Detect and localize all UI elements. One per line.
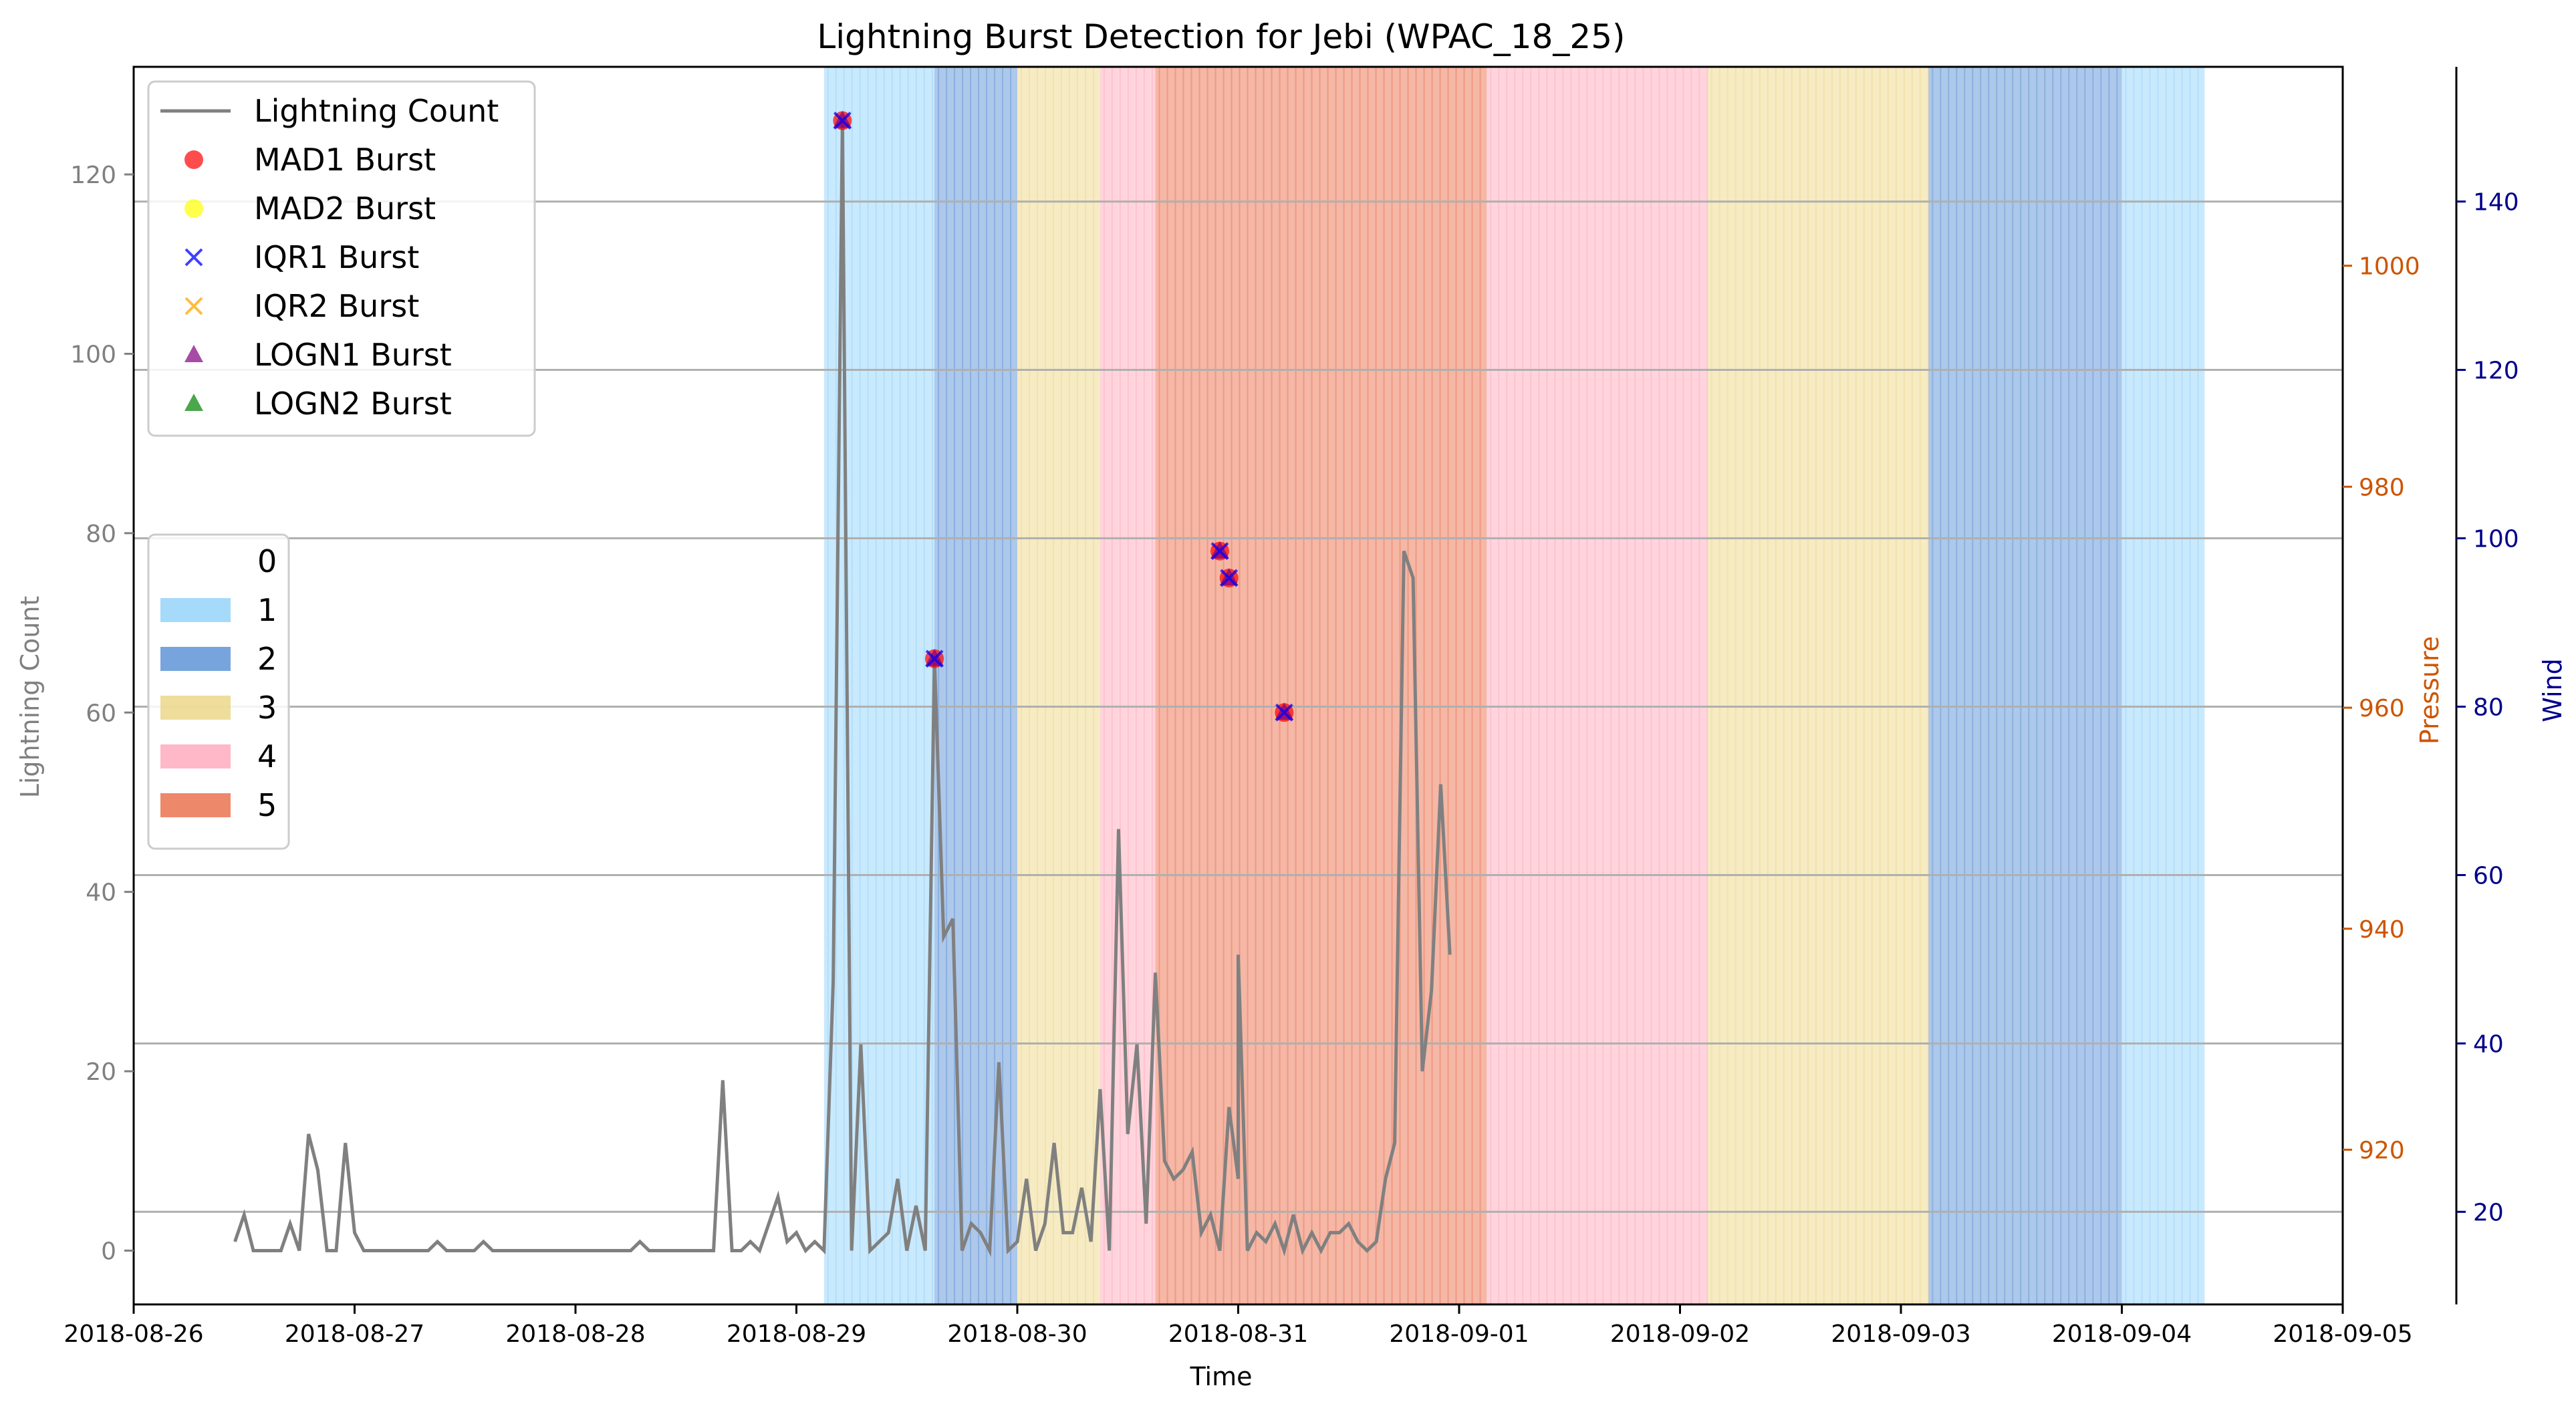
legend-x-swatch bbox=[184, 248, 203, 267]
legend-label: IQR1 Burst bbox=[254, 239, 419, 275]
y-axis-label-count: Lightning Count bbox=[15, 596, 45, 799]
y-tick-label-wind: 100 bbox=[2473, 526, 2519, 553]
x-tick-label: 2018-09-02 bbox=[1610, 1320, 1750, 1348]
category-legend-swatch bbox=[160, 647, 231, 671]
category-legend-swatch bbox=[160, 598, 231, 622]
series-legend: Lightning Count MAD1 Burst MAD2 Burst IQR1 … bbox=[147, 80, 536, 437]
iqr1-burst-marker bbox=[833, 112, 852, 130]
category-legend-swatch bbox=[160, 793, 231, 817]
category-legend-label: 0 bbox=[257, 543, 277, 579]
y-tick-label-wind: 60 bbox=[2473, 862, 2504, 889]
y-tick-label-pressure: 940 bbox=[2359, 916, 2405, 944]
y-tick-label-wind: 140 bbox=[2473, 189, 2519, 217]
x-tick-label: 2018-09-05 bbox=[2273, 1320, 2412, 1348]
y-tick-label-count: 100 bbox=[70, 341, 116, 368]
y-tick-label-wind: 120 bbox=[2473, 358, 2519, 385]
legend-label: Lightning Count bbox=[254, 93, 499, 129]
x-axis-label: Time bbox=[1190, 1362, 1253, 1391]
x-tick-label: 2018-08-28 bbox=[505, 1320, 645, 1348]
category-legend: 0 1 2 3 4 5 bbox=[147, 533, 290, 850]
category-legend-label: 5 bbox=[257, 787, 277, 823]
legend-triangle-swatch bbox=[184, 394, 203, 411]
category-legend-label: 2 bbox=[257, 641, 277, 677]
category-band-4 bbox=[1487, 67, 1708, 1304]
iqr1-burst-marker bbox=[1275, 703, 1293, 722]
y-tick-label-count: 0 bbox=[101, 1238, 116, 1265]
lightning-count-line bbox=[233, 120, 1452, 1257]
axes: 2018-08-26 2018-08-27 2018-08-28 2018-08-29… bbox=[63, 65, 2519, 1348]
legend-label: MAD1 Burst bbox=[254, 142, 436, 178]
legend-label: LOGN1 Burst bbox=[254, 337, 452, 373]
y-tick-label-pressure: 980 bbox=[2359, 474, 2405, 501]
y-tick-label-pressure: 920 bbox=[2359, 1137, 2405, 1165]
legend-label: IQR2 Burst bbox=[254, 288, 419, 324]
y-tick-label-wind: 40 bbox=[2473, 1030, 2504, 1058]
legend-label: MAD2 Burst bbox=[254, 190, 436, 227]
x-tick-label: 2018-08-26 bbox=[63, 1320, 203, 1348]
legend-triangle-swatch bbox=[184, 345, 203, 362]
x-tick-label: 2018-08-31 bbox=[1168, 1320, 1308, 1348]
y-tick-label-count: 120 bbox=[70, 162, 116, 189]
category-band-2 bbox=[1928, 67, 2122, 1304]
chart-title: Lightning Burst Detection for Jebi (WPAC… bbox=[817, 17, 1625, 56]
y-axis-label-pressure: Pressure bbox=[2415, 636, 2444, 744]
legend-x-swatch bbox=[184, 297, 203, 315]
y-tick-label-pressure: 1000 bbox=[2359, 253, 2420, 281]
iqr1-burst-marker bbox=[1220, 569, 1239, 587]
category-legend-swatch bbox=[160, 696, 231, 720]
y-tick-label-count: 60 bbox=[86, 700, 116, 727]
y-tick-label-count: 80 bbox=[86, 521, 116, 548]
y-tick-label-pressure: 960 bbox=[2359, 695, 2405, 722]
iqr1-burst-marker bbox=[925, 650, 944, 668]
y-tick-label-wind: 80 bbox=[2473, 694, 2504, 721]
burst-markers bbox=[833, 110, 1294, 722]
y-tick-label-count: 40 bbox=[86, 879, 116, 907]
y-tick-label-count: 20 bbox=[86, 1059, 116, 1086]
category-legend-label: 1 bbox=[257, 592, 277, 628]
legend-circle-swatch bbox=[184, 199, 203, 218]
legend-frame bbox=[147, 80, 536, 437]
iqr1-burst-marker bbox=[1210, 542, 1229, 561]
x-tick-label: 2018-08-27 bbox=[285, 1320, 424, 1348]
category-bands bbox=[823, 67, 2205, 1304]
x-tick-label: 2018-09-01 bbox=[1389, 1320, 1529, 1348]
category-legend-swatch bbox=[160, 549, 231, 573]
category-band-3 bbox=[1707, 67, 1929, 1304]
category-band-5 bbox=[1155, 67, 1487, 1304]
x-tick-label: 2018-08-30 bbox=[947, 1320, 1087, 1348]
lightning-count-series bbox=[233, 120, 1452, 1257]
x-tick-label: 2018-09-04 bbox=[2052, 1320, 2192, 1348]
category-band-3 bbox=[1017, 67, 1100, 1304]
legend-circle-swatch bbox=[184, 150, 203, 169]
y-axis-label-wind: Wind bbox=[2538, 658, 2567, 722]
category-band-1 bbox=[2121, 67, 2205, 1304]
x-tick-label: 2018-09-03 bbox=[1831, 1320, 1970, 1348]
legend-label: LOGN2 Burst bbox=[254, 386, 452, 422]
category-legend-label: 3 bbox=[257, 690, 277, 726]
category-legend-swatch bbox=[160, 744, 231, 768]
category-legend-label: 4 bbox=[257, 738, 277, 775]
y-tick-label-wind: 20 bbox=[2473, 1199, 2504, 1226]
x-tick-label: 2018-08-29 bbox=[727, 1320, 866, 1348]
category-band-2 bbox=[934, 67, 1017, 1304]
